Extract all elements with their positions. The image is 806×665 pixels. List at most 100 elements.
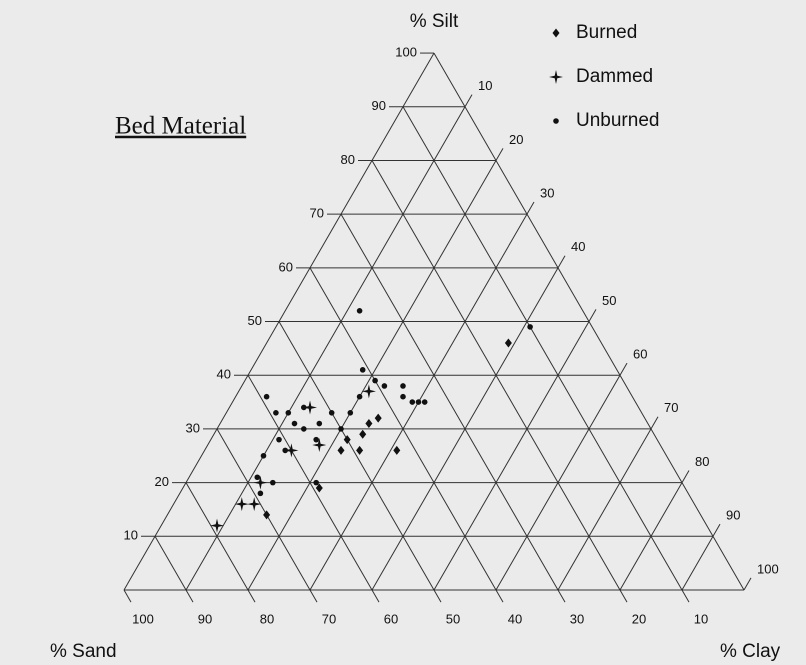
data-point bbox=[254, 474, 261, 481]
clay-tick-label: 90 bbox=[726, 508, 740, 523]
data-point bbox=[282, 447, 289, 454]
data-point bbox=[356, 393, 363, 400]
sand-tick-label: 20 bbox=[632, 612, 646, 627]
legend-marker bbox=[549, 70, 563, 84]
data-point bbox=[328, 410, 335, 416]
clay-grid-line bbox=[557, 416, 659, 591]
clay-tick-label: 30 bbox=[540, 185, 554, 200]
clay-tick-label: 10 bbox=[478, 78, 492, 93]
data-point bbox=[270, 479, 276, 486]
chart-title: Bed Material bbox=[115, 113, 246, 140]
silt-tick-label: 80 bbox=[341, 152, 355, 167]
clay-grid-line bbox=[433, 309, 597, 591]
data-point bbox=[393, 445, 401, 455]
sand-grid-line bbox=[247, 374, 380, 603]
clay-tick-label: 100 bbox=[757, 561, 779, 576]
sand-tick-label: 10 bbox=[694, 612, 708, 627]
silt-tick-label: 20 bbox=[155, 474, 169, 489]
data-point bbox=[312, 438, 327, 453]
clay-grid-line bbox=[743, 577, 752, 591]
data-point bbox=[365, 419, 373, 429]
legend-marker bbox=[552, 28, 560, 38]
silt-tick-label: 50 bbox=[248, 313, 262, 328]
data-point bbox=[421, 399, 428, 405]
data-point bbox=[303, 400, 317, 415]
data-point bbox=[504, 338, 512, 348]
legend-label: Dammed bbox=[576, 66, 653, 87]
sand-grid-line bbox=[278, 321, 442, 603]
data-point bbox=[356, 445, 364, 455]
sand-grid-line bbox=[340, 213, 566, 603]
data-point bbox=[263, 393, 270, 400]
sand-grid-line bbox=[123, 589, 132, 603]
legend-label: Burned bbox=[576, 22, 637, 43]
data-point bbox=[313, 479, 320, 486]
data-point bbox=[316, 420, 323, 427]
data-point bbox=[234, 497, 249, 512]
data-point bbox=[337, 445, 345, 455]
data-point bbox=[253, 475, 268, 490]
clay-axis-label: % Clay bbox=[720, 641, 781, 662]
data-point bbox=[343, 435, 351, 445]
clay-tick-label: 80 bbox=[695, 454, 709, 469]
clay-grid-line bbox=[309, 201, 535, 591]
silt-tick-label: 30 bbox=[186, 420, 200, 435]
data-point bbox=[415, 399, 422, 405]
sand-grid-line bbox=[154, 536, 194, 603]
data-point bbox=[301, 426, 307, 432]
data-point bbox=[247, 497, 262, 512]
silt-tick-label: 40 bbox=[217, 367, 231, 382]
data-point bbox=[372, 377, 378, 384]
data-point bbox=[400, 393, 406, 400]
clay-tick-label: 40 bbox=[571, 239, 585, 254]
silt-tick-label: 70 bbox=[310, 206, 324, 221]
sand-grid-line bbox=[309, 267, 504, 603]
sand-tick-label: 40 bbox=[508, 612, 522, 627]
data-point bbox=[257, 490, 264, 497]
legend-label: Unburned bbox=[576, 110, 659, 131]
clay-grid-line bbox=[185, 94, 473, 591]
clay-grid-line bbox=[247, 148, 504, 591]
sand-tick-label: 30 bbox=[570, 612, 584, 627]
data-point bbox=[291, 420, 298, 427]
data-point bbox=[356, 307, 363, 314]
sand-tick-label: 60 bbox=[384, 612, 398, 627]
clay-tick-label: 20 bbox=[509, 132, 523, 147]
data-point bbox=[210, 518, 224, 533]
data-point bbox=[285, 410, 292, 416]
clay-grid-line bbox=[681, 523, 721, 591]
data-point bbox=[315, 483, 323, 493]
data-point bbox=[527, 324, 533, 330]
silt-axis-label: % Silt bbox=[410, 11, 459, 32]
data-point bbox=[284, 443, 299, 458]
data-point bbox=[359, 429, 367, 439]
data-point bbox=[273, 410, 279, 416]
data-point bbox=[276, 436, 282, 443]
sand-tick-label: 100 bbox=[132, 612, 154, 627]
sand-axis-label: % Sand bbox=[50, 641, 117, 662]
silt-tick-label: 100 bbox=[395, 45, 417, 60]
clay-tick-label: 60 bbox=[633, 347, 647, 362]
silt-tick-label: 60 bbox=[279, 259, 293, 274]
sand-tick-label: 80 bbox=[260, 612, 274, 627]
sand-tick-label: 90 bbox=[198, 612, 212, 627]
clay-tick-label: 70 bbox=[664, 400, 678, 415]
data-point bbox=[361, 384, 376, 399]
clay-grid-line bbox=[619, 470, 690, 591]
data-point bbox=[263, 510, 271, 520]
data-point bbox=[359, 367, 366, 373]
data-point bbox=[347, 410, 354, 416]
sand-tick-label: 70 bbox=[322, 612, 336, 627]
clay-tick-label: 50 bbox=[602, 293, 616, 308]
data-point bbox=[260, 452, 267, 459]
data-point bbox=[313, 436, 320, 443]
legend-marker bbox=[553, 118, 559, 124]
sand-grid-line bbox=[402, 106, 690, 603]
sand-grid-line bbox=[185, 482, 256, 603]
clay-grid-line bbox=[371, 255, 566, 591]
sand-tick-label: 50 bbox=[446, 612, 460, 627]
data-point bbox=[409, 399, 416, 405]
data-point bbox=[400, 383, 406, 389]
sand-grid-line bbox=[371, 160, 628, 603]
